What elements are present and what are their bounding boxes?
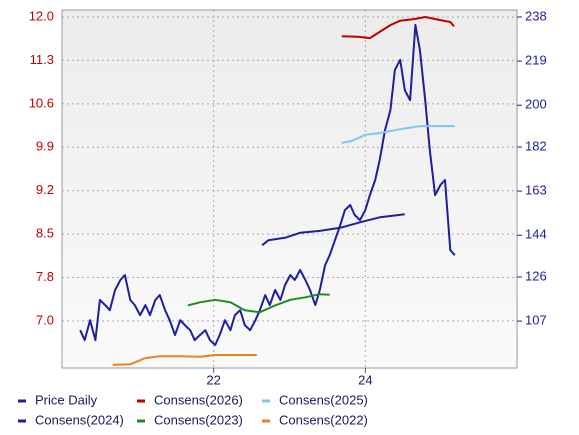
y-tick-label: 10.6 bbox=[29, 95, 54, 110]
series-line bbox=[341, 16, 455, 40]
y-tick-label: 11.3 bbox=[30, 52, 54, 67]
series-line bbox=[112, 354, 257, 366]
y2-tick-label: 107 bbox=[525, 313, 547, 328]
series-line bbox=[261, 213, 405, 246]
legend-label: Consens(2025) bbox=[279, 392, 368, 407]
y2-tick-label: 163 bbox=[525, 183, 547, 198]
y-tick-label: 7.8 bbox=[36, 269, 54, 284]
y-tick-label: 7.0 bbox=[36, 312, 54, 327]
plot-area bbox=[61, 9, 518, 369]
y2-tick-label: 126 bbox=[525, 268, 547, 283]
y-tick-label: 8.5 bbox=[36, 225, 54, 240]
x-tick-label: 22 bbox=[206, 372, 220, 387]
y2-tick-label: 182 bbox=[525, 138, 547, 153]
series-line bbox=[187, 293, 330, 314]
series-line bbox=[79, 23, 456, 346]
y-tick-label: 12.0 bbox=[29, 8, 54, 23]
legend-label: Price Daily bbox=[35, 392, 98, 407]
legend-label: Consens(2022) bbox=[279, 412, 368, 427]
y-tick-label: 9.2 bbox=[36, 182, 54, 197]
series-line bbox=[341, 125, 455, 144]
legend-label: Consens(2024) bbox=[35, 412, 124, 427]
y-tick-label: 9.9 bbox=[36, 139, 54, 154]
y2-tick-label: 144 bbox=[525, 227, 547, 242]
y2-tick-label: 200 bbox=[525, 97, 547, 112]
x-tick-label: 24 bbox=[358, 372, 372, 387]
y2-tick-label: 238 bbox=[525, 8, 547, 23]
legend-label: Consens(2023) bbox=[154, 412, 243, 427]
y2-tick-label: 219 bbox=[525, 53, 547, 68]
legend-label: Consens(2026) bbox=[154, 392, 243, 407]
